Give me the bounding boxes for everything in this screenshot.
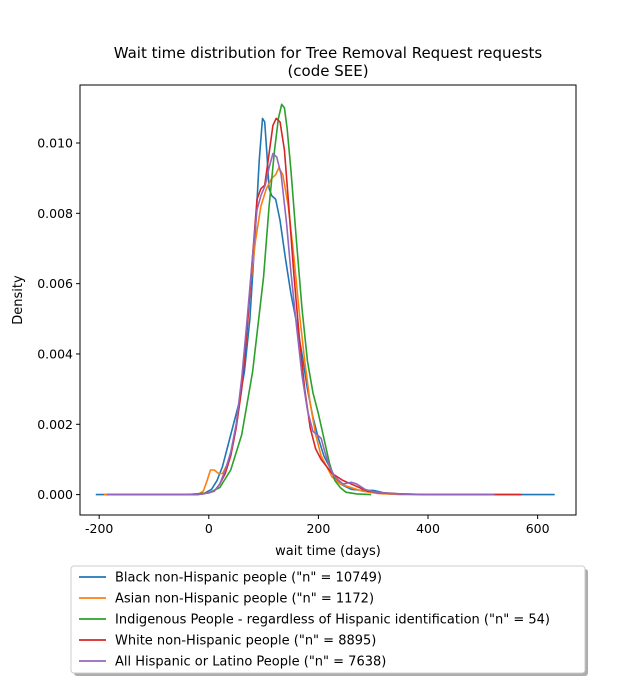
y-axis-ticks: 0.000 0.002 0.004 0.006 0.008 0.010 — [37, 136, 80, 502]
legend-label-2: Asian non-Hispanic people ("n" = 1172) — [115, 592, 374, 607]
y-tick-label: 0.000 — [37, 487, 73, 502]
series-line-3 — [186, 103, 372, 496]
y-tick-label: 0.010 — [37, 136, 73, 151]
legend-label-1: Black non-Hispanic people ("n" = 10749) — [115, 571, 382, 586]
plot-frame — [79, 84, 577, 516]
y-tick-label: 0.008 — [37, 206, 73, 221]
chart-title-line2: (code SEE) — [287, 62, 368, 80]
y-tick-label: 0.002 — [37, 417, 73, 432]
series-line-4 — [106, 117, 522, 496]
x-axis-label: wait time (days) — [275, 544, 381, 559]
y-tick-label: 0.004 — [37, 346, 73, 361]
legend-label-4: White non-Hispanic people ("n" = 8895) — [115, 634, 376, 649]
x-tick-label: 400 — [416, 521, 440, 536]
legend: Black non-Hispanic people ("n" = 10749) A… — [70, 565, 588, 676]
x-tick-label: 200 — [306, 521, 330, 536]
legend-box — [70, 565, 586, 674]
x-axis-ticks: -200 0 200 400 600 — [85, 515, 550, 536]
x-tick-label: 600 — [526, 521, 550, 536]
x-tick-label: -200 — [85, 521, 113, 536]
y-tick-label: 0.006 — [37, 276, 73, 291]
x-tick-label: 0 — [205, 521, 213, 536]
y-axis-label: Density — [11, 275, 26, 325]
legend-label-3: Indigenous People - regardless of Hispan… — [115, 613, 550, 628]
legend-label-5: All Hispanic or Latino People ("n" = 763… — [115, 655, 386, 670]
series-line-1 — [95, 117, 555, 496]
chart-title-line1: Wait time distribution for Tree Removal … — [114, 44, 543, 62]
series-line-5 — [106, 152, 495, 496]
plot-area — [80, 85, 576, 515]
series-group — [95, 103, 555, 496]
